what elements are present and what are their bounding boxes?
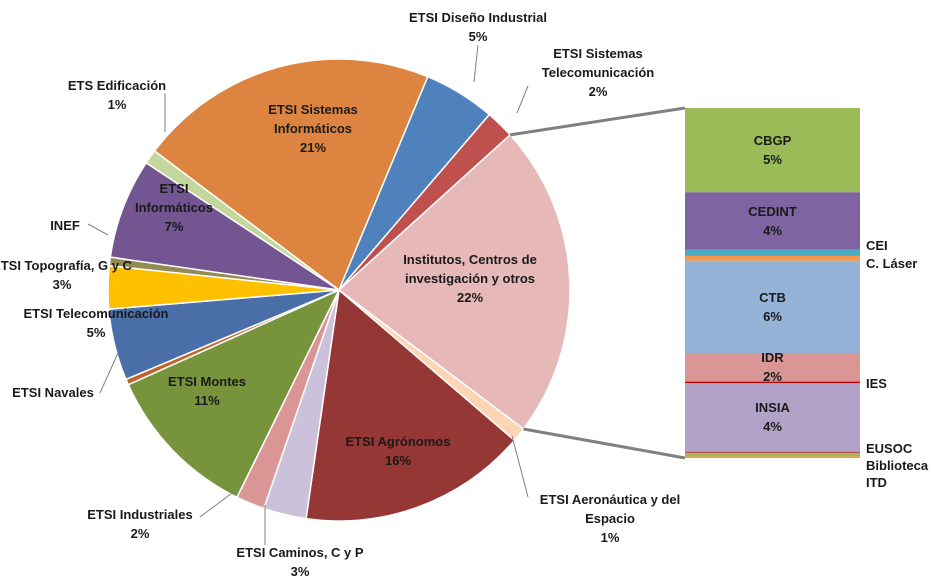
- bar-label: IDR 2%: [713, 348, 833, 386]
- label-value: 3%: [52, 277, 72, 292]
- label-text: INSIA: [755, 400, 790, 416]
- label-text: IES: [866, 376, 887, 391]
- slice-label: ETSI Sistemas Informáticos 21%: [253, 100, 373, 157]
- label-text: ETSI Caminos, C y P: [236, 545, 364, 560]
- label-text: ETSI Industriales: [87, 507, 193, 522]
- label-value: 11%: [194, 393, 220, 408]
- leader-line: [99, 352, 119, 394]
- slice-label: ETSI Topografía, G y C 3%: [0, 256, 152, 294]
- label-value: 22%: [456, 290, 484, 305]
- label-text: CEI: [866, 238, 888, 253]
- label-value: 4%: [763, 419, 782, 435]
- label-text: ITD: [866, 475, 887, 490]
- leader-line: [199, 489, 237, 518]
- pie-slice: [337, 133, 571, 431]
- pie-slice: [153, 58, 429, 292]
- slice-label: INEF: [25, 216, 105, 235]
- bar-segment: [685, 453, 860, 457]
- label-text: C. Láser: [866, 256, 918, 271]
- label-value: 4%: [763, 222, 782, 238]
- label-value: 5%: [468, 29, 488, 44]
- bar-label: EUSOC: [866, 439, 912, 458]
- label-value: 6%: [763, 308, 782, 324]
- slice-label: ETSI Aeronáutica y del Espacio 1%: [520, 490, 700, 547]
- bar-label: INSIA 4%: [713, 398, 833, 436]
- slice-label: ETSI Telecomunicación 5%: [1, 304, 191, 342]
- connector: [523, 427, 686, 460]
- bar-label: IES: [866, 374, 887, 393]
- label-text: Institutos, Centros de investigación y o…: [403, 252, 537, 286]
- slice-label: ETS Edificación 1%: [47, 76, 187, 114]
- label-text: ETS Edificación: [67, 78, 167, 93]
- slice-label: ETSI Agrónomos 16%: [333, 432, 463, 470]
- bar-segment: [685, 381, 860, 384]
- label-text: ETSI Topografía, G y C: [0, 258, 132, 273]
- slice-label: ETSI Sistemas Telecomunicación 2%: [528, 44, 668, 101]
- bar-segment: [685, 451, 860, 454]
- label-text: CEDINT: [748, 203, 797, 219]
- bar-label: CEDINT 4%: [713, 202, 833, 240]
- bar-segment: [685, 456, 860, 458]
- label-value: 2%: [763, 369, 782, 385]
- label-text: CBGP: [753, 133, 792, 149]
- pie-slice: [305, 288, 516, 522]
- label-text: ETSI Sistemas Telecomunicación: [541, 46, 655, 80]
- bar-label: ITD: [866, 473, 887, 492]
- label-value: 7%: [164, 219, 184, 234]
- label-text: IDR: [761, 350, 784, 366]
- label-text: INEF: [50, 218, 80, 233]
- bar-label: C. Láser: [866, 254, 917, 273]
- label-value: 1%: [600, 530, 620, 545]
- bar-label: CEI: [866, 236, 888, 255]
- pie-slice: [127, 288, 341, 499]
- slice-label: ETSI Navales: [0, 383, 113, 402]
- bar-segment: [685, 108, 860, 193]
- bar-label: CTB 6%: [713, 288, 833, 326]
- label-text: ETSI Telecomunicación: [23, 306, 169, 321]
- label-text: ETSI Sistemas Informáticos: [268, 102, 358, 136]
- bar-label: Biblioteca: [866, 456, 928, 475]
- slice-label: ETSI Montes 11%: [152, 372, 262, 410]
- label-value: 2%: [588, 84, 608, 99]
- bar-segment: [685, 353, 860, 382]
- label-text: ETSI Aeronáutica y del Espacio: [539, 492, 681, 526]
- label-text: ETSI Diseño Industrial: [409, 10, 547, 25]
- label-text: ETSI Informáticos: [134, 181, 213, 215]
- slice-label: ETSI Caminos, C y P 3%: [215, 543, 385, 580]
- label-value: 2%: [130, 526, 150, 541]
- bar-label: CBGP 5%: [713, 131, 833, 169]
- label-text: ETSI Navales: [12, 385, 94, 400]
- leader-line: [511, 435, 529, 498]
- label-text: EUSOC: [866, 441, 913, 456]
- label-text: CTB: [759, 289, 786, 305]
- leader-line: [473, 44, 479, 83]
- label-value: 16%: [384, 453, 412, 468]
- leader-line: [87, 223, 109, 236]
- slice-label: ETSI Diseño Industrial 5%: [393, 8, 563, 46]
- pie-slice: [145, 149, 340, 291]
- slice-label: Institutos, Centros de investigación y o…: [380, 250, 560, 307]
- bar-segment: [685, 260, 860, 353]
- bar-segment: [685, 249, 860, 256]
- label-text: ETSI Agrónomos: [345, 434, 451, 449]
- label-value: 21%: [299, 140, 327, 155]
- pie-slice: [109, 161, 340, 291]
- label-text: ETSI Montes: [167, 374, 246, 389]
- label-value: 3%: [290, 564, 310, 579]
- label-value: 5%: [763, 152, 782, 168]
- bar-segment: [685, 192, 860, 250]
- bar-segment: [685, 255, 860, 261]
- bar-segment: [685, 383, 860, 452]
- label-text: Biblioteca: [866, 458, 929, 473]
- slice-label: ETSI Informáticos 7%: [129, 179, 219, 236]
- label-value: 5%: [86, 325, 106, 340]
- leader-line: [516, 85, 529, 114]
- label-value: 1%: [107, 97, 127, 112]
- slice-label: ETSI Industriales 2%: [65, 505, 215, 543]
- connector: [509, 106, 686, 137]
